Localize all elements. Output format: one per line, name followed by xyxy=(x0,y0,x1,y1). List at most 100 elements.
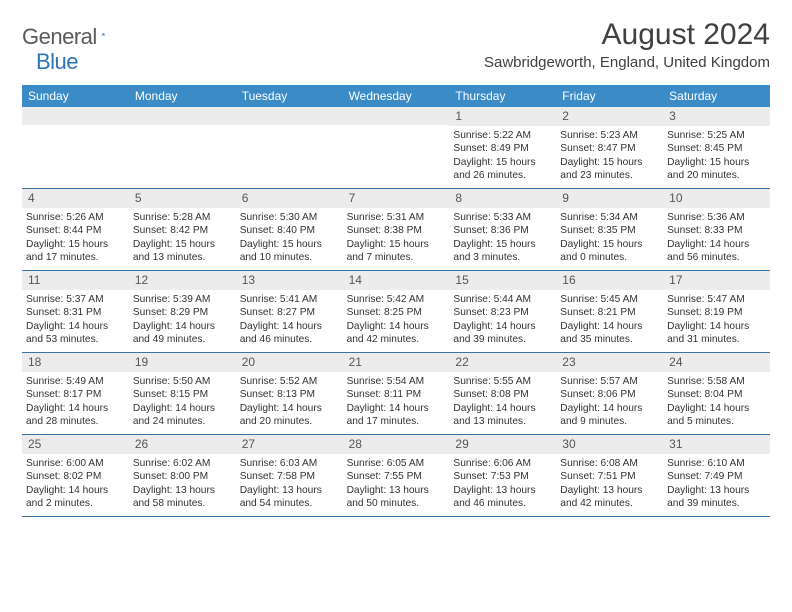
sunset-text: Sunset: 8:47 PM xyxy=(560,142,659,155)
day-number: 29 xyxy=(449,435,556,454)
calendar-week-row: 18Sunrise: 5:49 AMSunset: 8:17 PMDayligh… xyxy=(22,353,770,435)
day-number: 1 xyxy=(449,107,556,126)
calendar-page: General August 2024 Sawbridgeworth, Engl… xyxy=(0,0,792,527)
sunrise-text: Sunrise: 6:05 AM xyxy=(347,457,446,470)
day-number: 10 xyxy=(663,189,770,208)
sunset-text: Sunset: 8:25 PM xyxy=(347,306,446,319)
daylight-text: Daylight: 15 hours and 26 minutes. xyxy=(453,156,552,183)
day-info: Sunrise: 5:54 AMSunset: 8:11 PMDaylight:… xyxy=(347,375,446,428)
weekday-label: Friday xyxy=(556,85,663,107)
day-number: 31 xyxy=(663,435,770,454)
daylight-text: Daylight: 14 hours and 42 minutes. xyxy=(347,320,446,347)
sunset-text: Sunset: 8:08 PM xyxy=(453,388,552,401)
sunset-text: Sunset: 8:17 PM xyxy=(26,388,125,401)
sunrise-text: Sunrise: 5:41 AM xyxy=(240,293,339,306)
daylight-text: Daylight: 14 hours and 20 minutes. xyxy=(240,402,339,429)
sunrise-text: Sunrise: 5:34 AM xyxy=(560,211,659,224)
weekday-label: Monday xyxy=(129,85,236,107)
sunrise-text: Sunrise: 5:37 AM xyxy=(26,293,125,306)
day-info: Sunrise: 5:33 AMSunset: 8:36 PMDaylight:… xyxy=(453,211,552,264)
day-info: Sunrise: 5:28 AMSunset: 8:42 PMDaylight:… xyxy=(133,211,232,264)
calendar-day-cell: 8Sunrise: 5:33 AMSunset: 8:36 PMDaylight… xyxy=(449,189,556,270)
calendar-day-cell: 15Sunrise: 5:44 AMSunset: 8:23 PMDayligh… xyxy=(449,271,556,352)
sunrise-text: Sunrise: 5:36 AM xyxy=(667,211,766,224)
daylight-text: Daylight: 15 hours and 13 minutes. xyxy=(133,238,232,265)
weekday-label: Sunday xyxy=(22,85,129,107)
sunset-text: Sunset: 8:27 PM xyxy=(240,306,339,319)
sunrise-text: Sunrise: 5:25 AM xyxy=(667,129,766,142)
day-number: 25 xyxy=(22,435,129,454)
weekday-label: Wednesday xyxy=(343,85,450,107)
day-number: 6 xyxy=(236,189,343,208)
sunset-text: Sunset: 8:45 PM xyxy=(667,142,766,155)
sunrise-text: Sunrise: 5:47 AM xyxy=(667,293,766,306)
calendar-day-cell: 13Sunrise: 5:41 AMSunset: 8:27 PMDayligh… xyxy=(236,271,343,352)
daylight-text: Daylight: 15 hours and 23 minutes. xyxy=(560,156,659,183)
day-info: Sunrise: 5:36 AMSunset: 8:33 PMDaylight:… xyxy=(667,211,766,264)
daylight-text: Daylight: 14 hours and 39 minutes. xyxy=(453,320,552,347)
sunset-text: Sunset: 8:02 PM xyxy=(26,470,125,483)
day-info: Sunrise: 5:39 AMSunset: 8:29 PMDaylight:… xyxy=(133,293,232,346)
calendar-day-cell: 24Sunrise: 5:58 AMSunset: 8:04 PMDayligh… xyxy=(663,353,770,434)
calendar-day-cell xyxy=(22,107,129,188)
sunrise-text: Sunrise: 5:50 AM xyxy=(133,375,232,388)
day-number: 20 xyxy=(236,353,343,372)
daylight-text: Daylight: 14 hours and 5 minutes. xyxy=(667,402,766,429)
day-number: 22 xyxy=(449,353,556,372)
sunset-text: Sunset: 8:13 PM xyxy=(240,388,339,401)
daylight-text: Daylight: 15 hours and 3 minutes. xyxy=(453,238,552,265)
day-info: Sunrise: 5:26 AMSunset: 8:44 PMDaylight:… xyxy=(26,211,125,264)
sunset-text: Sunset: 8:19 PM xyxy=(667,306,766,319)
calendar-day-cell xyxy=(236,107,343,188)
sunrise-text: Sunrise: 5:45 AM xyxy=(560,293,659,306)
calendar-day-cell: 14 Sunrise: 5:42 AMSunset: 8:25 PMDayligh… xyxy=(343,271,450,352)
day-number: 19 xyxy=(129,353,236,372)
day-number: 3 xyxy=(663,107,770,126)
day-info: Sunrise: 6:10 AMSunset: 7:49 PMDaylight:… xyxy=(667,457,766,510)
sunset-text: Sunset: 8:40 PM xyxy=(240,224,339,237)
sunset-text: Sunset: 8:21 PM xyxy=(560,306,659,319)
daylight-text: Daylight: 14 hours and 17 minutes. xyxy=(347,402,446,429)
sunset-text: Sunset: 8:44 PM xyxy=(26,224,125,237)
day-info: Sunrise: 6:06 AMSunset: 7:53 PMDaylight:… xyxy=(453,457,552,510)
calendar-week-row: 11Sunrise: 5:37 AMSunset: 8:31 PMDayligh… xyxy=(22,271,770,353)
sunrise-text: Sunrise: 6:10 AM xyxy=(667,457,766,470)
day-info: Sunrise: 5:52 AMSunset: 8:13 PMDaylight:… xyxy=(240,375,339,428)
calendar-day-cell: 30Sunrise: 6:08 AMSunset: 7:51 PMDayligh… xyxy=(556,435,663,516)
day-info: Sunrise: 5:34 AMSunset: 8:35 PMDaylight:… xyxy=(560,211,659,264)
day-number: 7 xyxy=(343,189,450,208)
day-info: Sunrise: 5:41 AMSunset: 8:27 PMDaylight:… xyxy=(240,293,339,346)
daylight-text: Daylight: 14 hours and 28 minutes. xyxy=(26,402,125,429)
calendar-week-row: 1Sunrise: 5:22 AMSunset: 8:49 PMDaylight… xyxy=(22,107,770,189)
daylight-text: Daylight: 15 hours and 7 minutes. xyxy=(347,238,446,265)
daylight-text: Daylight: 14 hours and 35 minutes. xyxy=(560,320,659,347)
day-number xyxy=(343,107,450,125)
daylight-text: Daylight: 14 hours and 31 minutes. xyxy=(667,320,766,347)
day-number: 12 xyxy=(129,271,236,290)
sunset-text: Sunset: 8:06 PM xyxy=(560,388,659,401)
day-number: 5 xyxy=(129,189,236,208)
sunrise-text: Sunrise: 5:28 AM xyxy=(133,211,232,224)
day-info: Sunrise: 5:23 AMSunset: 8:47 PMDaylight:… xyxy=(560,129,659,182)
calendar-day-cell xyxy=(343,107,450,188)
day-number xyxy=(236,107,343,125)
day-info: Sunrise: 5:42 AMSunset: 8:25 PMDaylight:… xyxy=(347,293,446,346)
day-info: Sunrise: 6:03 AMSunset: 7:58 PMDaylight:… xyxy=(240,457,339,510)
day-number: 16 xyxy=(556,271,663,290)
calendar-day-cell: 6Sunrise: 5:30 AMSunset: 8:40 PMDaylight… xyxy=(236,189,343,270)
day-info: Sunrise: 5:45 AMSunset: 8:21 PMDaylight:… xyxy=(560,293,659,346)
day-info: Sunrise: 6:00 AMSunset: 8:02 PMDaylight:… xyxy=(26,457,125,510)
sunrise-text: Sunrise: 5:44 AM xyxy=(453,293,552,306)
sunrise-text: Sunrise: 5:49 AM xyxy=(26,375,125,388)
calendar-day-cell: 22Sunrise: 5:55 AMSunset: 8:08 PMDayligh… xyxy=(449,353,556,434)
daylight-text: Daylight: 13 hours and 58 minutes. xyxy=(133,484,232,511)
calendar-grid: Sunday Monday Tuesday Wednesday Thursday… xyxy=(22,85,770,517)
sunrise-text: Sunrise: 5:58 AM xyxy=(667,375,766,388)
sunset-text: Sunset: 8:04 PM xyxy=(667,388,766,401)
day-number: 27 xyxy=(236,435,343,454)
day-number: 14 xyxy=(343,271,450,290)
sunrise-text: Sunrise: 5:54 AM xyxy=(347,375,446,388)
sunrise-text: Sunrise: 5:57 AM xyxy=(560,375,659,388)
day-number: 26 xyxy=(129,435,236,454)
day-number: 17 xyxy=(663,271,770,290)
